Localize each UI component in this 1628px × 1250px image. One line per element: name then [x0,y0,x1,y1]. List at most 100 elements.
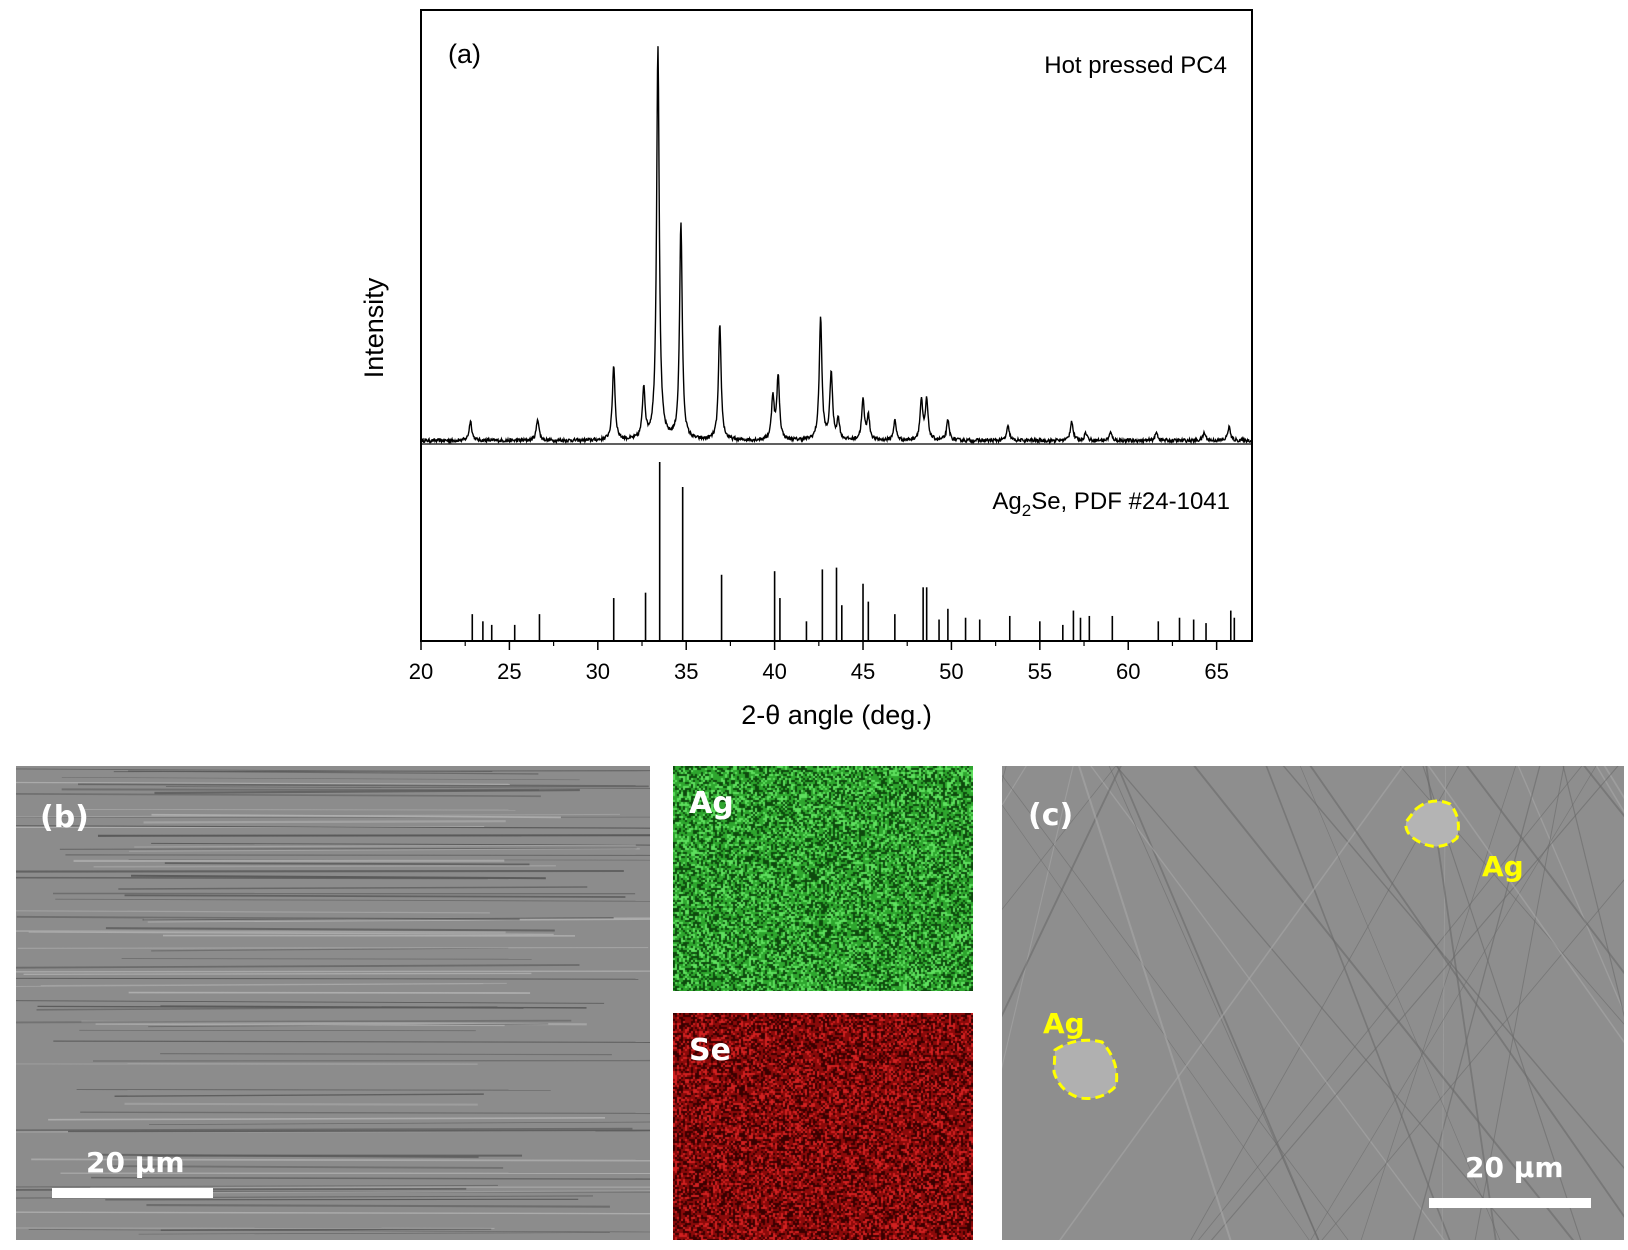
scratch-line [1321,879,1624,1240]
x-tick-label: 55 [1028,659,1052,684]
scratch-line [1002,774,1349,1240]
scratch-line [124,894,626,898]
eds-map-ag: Ag [673,766,973,991]
scratch-line [142,917,614,921]
scratch-line [16,876,488,880]
scratch-line [121,957,532,960]
scratch-line [146,1204,610,1208]
x-tick-label: 60 [1116,659,1140,684]
scratch-line [16,825,650,829]
scratch-line [114,1093,484,1097]
ag-label-upper: Ag [1482,850,1524,883]
scratch-line [59,847,637,850]
scratch-line [16,813,620,818]
x-tick-label: 65 [1204,659,1228,684]
scratch-line [1265,766,1451,1240]
eds-map-se-label: Se [689,1033,731,1068]
scratch-line [65,854,650,857]
eds-map-ag-label: Ag [689,786,734,821]
panel-label-b: (b) [40,800,89,835]
y-axis-label: Intensity [359,277,389,378]
scale-bar-c [1429,1198,1591,1208]
scratch-line [78,782,649,788]
scratch-line [164,862,530,866]
scratch-line [1002,766,1122,1018]
scratch-line [16,977,639,980]
sem-image-b: (b) 20 μm [16,766,650,1240]
scratch-line [40,982,507,987]
scratch-line [16,1019,572,1024]
scratch-line [1078,766,1232,1240]
x-tick-label: 35 [674,659,698,684]
scratch-line [1474,766,1565,1240]
scratch-line [1198,766,1583,1240]
scratch-line [147,918,650,923]
x-tick-label: 50 [939,659,963,684]
sem-image-c: (c) Ag Ag 20 μm [1002,766,1624,1240]
scratch-line [31,1158,650,1162]
scratch-line [16,1127,633,1132]
ag-label-lower: Ag [1043,1007,1085,1040]
scratch-line [23,972,532,975]
scratch-line [16,869,624,873]
x-tick-label: 45 [851,659,875,684]
scratch-line [1108,766,1320,1240]
scale-bar-b [52,1188,213,1198]
x-axis-label: 2-θ angle (deg.) [741,700,932,730]
scratch-line [151,947,509,952]
scratch-line [48,1117,606,1121]
scratch-line [16,1211,650,1215]
scale-bar-label-c: 20 μm [1465,1151,1564,1184]
scratch-line [16,1000,605,1004]
scratch-line [1116,766,1320,1240]
x-tick-label: 30 [586,659,610,684]
scratch-line [1090,766,1445,1240]
scratch-line [95,1023,505,1027]
scratch-line [80,1111,650,1115]
scratch-line [105,1198,579,1201]
scratch-line [128,770,539,775]
measured-pattern-line [421,46,1252,445]
scratch-line [91,1176,650,1180]
scratch-line [160,1227,492,1232]
scratch-line [68,1129,650,1133]
scratch-line [1562,766,1624,1018]
scratch-line [93,864,556,868]
scratch-line [28,931,554,936]
scratch-line [154,788,580,795]
scratch-line [76,1089,551,1091]
scratch-line [138,1232,610,1235]
eds-map-se: Se [673,1013,973,1240]
x-tick-label: 40 [762,659,786,684]
scratch-line [160,1005,587,1009]
scratch-line [100,1153,479,1159]
scratch-line [1517,766,1624,1014]
scratch-line [124,1102,478,1106]
xrd-chart: 20 25 30 35 40 45 50 55 60 65 2-θ angle (deg.) Inte… [359,9,1253,730]
scratch-line [1002,804,1310,1240]
scratch-line [128,991,531,994]
panel-label-a: (a) [448,39,481,69]
scratch-line [143,820,506,824]
scratch-line [1309,766,1624,1218]
ag-outline-lower [1052,1038,1119,1100]
scratch-line [1115,766,1520,1240]
scratch-line [16,910,490,914]
scratch-line [16,970,650,973]
scale-bar-label-b: 20 μm [86,1146,185,1179]
panel-label-c: (c) [1028,798,1074,833]
ag-outline-upper [1404,799,1460,848]
scratch-line [1282,766,1624,1170]
series-label-reference: Ag2Se, PDF #24-1041 [992,488,1230,520]
scratch-line [1427,766,1624,1044]
scratch-line [16,964,580,969]
scratch-line [1193,766,1575,1240]
scratch-line [16,793,541,798]
scratch-line [16,1184,498,1188]
scratch-line [118,886,588,890]
scratch-line [149,1121,650,1125]
scratch-line [129,848,640,852]
series-label-measured: Hot pressed PC4 [1044,52,1227,79]
scratch-line [53,1040,650,1043]
scratch-line [16,930,506,934]
